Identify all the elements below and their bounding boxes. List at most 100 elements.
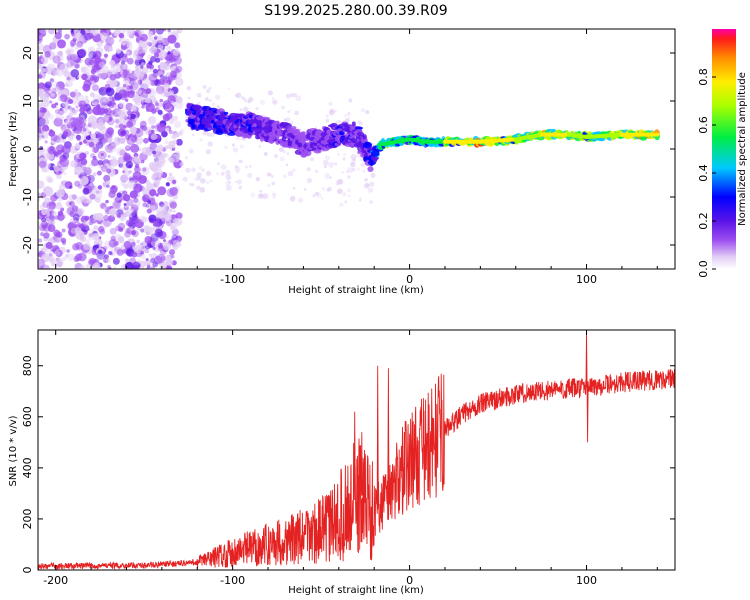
noise-blob xyxy=(337,153,340,156)
noise-blob xyxy=(65,253,69,258)
noise-blob xyxy=(85,151,89,155)
noise-blob xyxy=(344,114,347,117)
noise-blob xyxy=(335,183,339,186)
snr-frame xyxy=(37,329,676,571)
y-tick-label: 10 xyxy=(21,94,34,108)
noise-blob xyxy=(162,100,172,110)
noise-blob xyxy=(106,258,111,263)
noise-blob xyxy=(239,108,243,112)
noise-blob xyxy=(67,59,76,69)
noise-blob xyxy=(93,262,101,269)
noise-blob xyxy=(327,186,332,192)
y-tick-label: 800 xyxy=(21,355,34,376)
noise-blob xyxy=(140,33,148,42)
noise-blob xyxy=(66,249,70,253)
noise-blob xyxy=(235,92,242,99)
noise-blob xyxy=(255,106,259,111)
noise-blob xyxy=(171,153,181,163)
noise-blob xyxy=(109,227,117,235)
noise-blob xyxy=(151,125,155,129)
noise-blob xyxy=(371,173,374,176)
noise-blob xyxy=(104,107,112,116)
noise-blob xyxy=(38,160,47,169)
noise-blob xyxy=(51,103,57,109)
noise-blob xyxy=(137,259,141,263)
noise-blob xyxy=(258,145,261,148)
noise-blob xyxy=(140,253,146,259)
noise-blob xyxy=(133,198,139,204)
noise-blob xyxy=(119,149,126,156)
noise-blob xyxy=(38,238,43,243)
noise-blob xyxy=(154,179,160,185)
noise-blob xyxy=(89,193,96,200)
noise-blob xyxy=(67,50,72,55)
noise-blob xyxy=(92,64,102,73)
noise-blob xyxy=(126,57,134,65)
noise-blob xyxy=(145,258,149,262)
noise-blob xyxy=(142,202,148,208)
noise-blob xyxy=(168,172,173,177)
noise-blob xyxy=(139,125,144,130)
noise-blob xyxy=(259,99,266,105)
noise-blob xyxy=(121,41,126,46)
noise-blob xyxy=(71,53,79,61)
noise-blob xyxy=(243,98,248,103)
noise-blob xyxy=(38,117,46,127)
noise-blob xyxy=(166,45,172,52)
noise-blob xyxy=(151,39,158,45)
noise-blob xyxy=(156,253,166,264)
noise-blob xyxy=(204,97,209,101)
noise-blob xyxy=(108,144,117,153)
noise-blob xyxy=(157,186,167,196)
noise-blob xyxy=(134,113,140,118)
noise-blob xyxy=(123,241,132,249)
noise-blob xyxy=(126,120,134,128)
noise-blob xyxy=(78,153,86,160)
noise-blob xyxy=(268,173,272,177)
noise-blob xyxy=(271,192,277,197)
noise-blob xyxy=(118,227,124,232)
noise-blob xyxy=(77,252,87,262)
noise-blob xyxy=(38,192,41,197)
noise-blob xyxy=(298,197,304,203)
noise-blob xyxy=(79,264,86,269)
chart-title: S199.2025.280.00.39.R09 xyxy=(264,3,447,19)
noise-blob xyxy=(54,109,60,115)
noise-blob xyxy=(104,57,108,61)
noise-blob xyxy=(272,196,276,199)
spectrogram-y-axis-label: Frequency (Hz) xyxy=(8,111,19,187)
noise-blob xyxy=(167,76,173,82)
noise-blob xyxy=(62,131,69,137)
noise-blob xyxy=(92,232,100,241)
noise-blob xyxy=(84,124,89,129)
noise-blob xyxy=(144,235,153,244)
signal-blob xyxy=(256,116,263,121)
noise-blob xyxy=(140,250,145,255)
noise-blob xyxy=(63,172,67,176)
noise-blob xyxy=(234,165,238,168)
noise-blob xyxy=(205,170,212,177)
snr-plot-area xyxy=(38,330,675,570)
noise-blob xyxy=(171,254,175,259)
noise-blob xyxy=(351,167,356,172)
noise-blob xyxy=(234,166,241,172)
noise-blob xyxy=(81,73,88,81)
noise-blob xyxy=(89,74,98,82)
noise-blob xyxy=(150,129,155,134)
noise-blob xyxy=(99,107,107,115)
noise-blob xyxy=(324,155,330,161)
signal-blob xyxy=(371,149,380,157)
noise-blob xyxy=(64,33,70,40)
noise-blob xyxy=(148,48,153,52)
noise-blob xyxy=(146,65,150,69)
snr-x-ticks: -200 -100 0 100 xyxy=(43,330,658,587)
noise-blob xyxy=(115,225,122,232)
noise-blob xyxy=(105,129,114,138)
noise-blob xyxy=(85,239,91,244)
noise-blob xyxy=(236,170,240,174)
noise-blob xyxy=(85,263,92,269)
noise-blob xyxy=(48,29,55,35)
noise-blob xyxy=(152,150,157,155)
noise-blob xyxy=(132,199,141,208)
noise-blob xyxy=(104,240,109,245)
